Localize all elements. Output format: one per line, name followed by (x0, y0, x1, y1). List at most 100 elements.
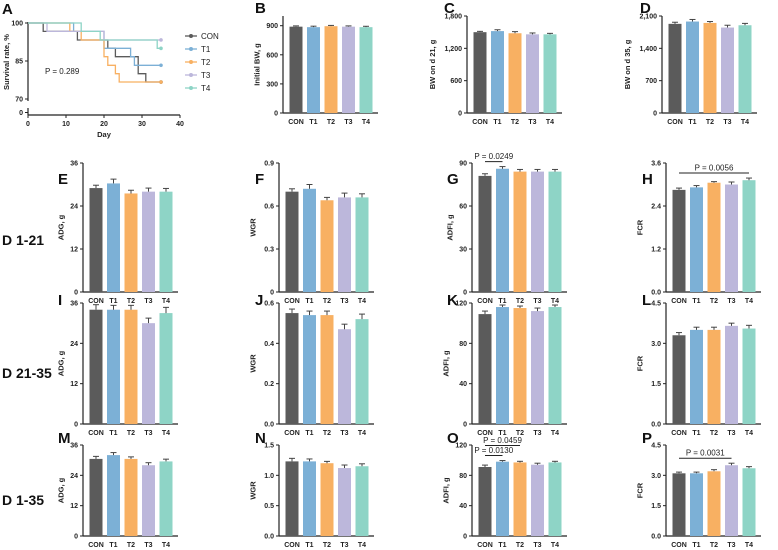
panel-F: F 0 0.3 0.6 0.9 WGR CON T1 T2 T3 T4 (248, 161, 374, 305)
y-tick-label: 3.0 (651, 473, 661, 480)
y-tick-label: 1,800 (444, 14, 462, 21)
bar-t1 (303, 461, 316, 536)
y-tick-label: 0.4 (264, 341, 274, 348)
x-tick-label: T3 (340, 430, 348, 437)
y-tick-label: 0.0 (264, 422, 274, 429)
x-tick-label: T4 (551, 298, 559, 305)
bar-t3 (531, 464, 544, 536)
y-tick-label: 0 (463, 534, 467, 541)
bar-t2 (320, 200, 334, 292)
x-tick-label: T4 (162, 430, 170, 437)
bar-t1 (496, 168, 509, 292)
bar-t4 (742, 180, 756, 292)
y-tick-label: 0 (463, 290, 467, 297)
x-tick-label: T1 (498, 298, 506, 305)
x-tick-label: T3 (723, 119, 731, 126)
bar-t4 (159, 461, 173, 536)
y-tick-label: 4.5 (651, 443, 661, 450)
y-tick-label: 600 (266, 52, 278, 59)
p-value-label: P = 0.289 (45, 67, 80, 76)
x-tick-label: T3 (533, 430, 541, 437)
y-tick-label: 85 (15, 59, 23, 66)
legend-marker (189, 73, 193, 77)
y-axis-label: BW on d 35, g (623, 39, 632, 89)
y-axis-label: ADFI, g (446, 214, 455, 241)
row-label-d1-21: D 1-21 (2, 232, 44, 248)
bar-t1 (307, 27, 320, 114)
y-tick-label: 900 (266, 23, 278, 30)
x-tick-label: CON (671, 430, 687, 437)
panel-A: A 0 70 85 100 0 10 20 30 40 Day Survival rate, % P =… (2, 1, 219, 139)
x-tick-label: CON (477, 542, 493, 549)
x-tick-label: T2 (323, 542, 331, 549)
x-tick-label: T2 (710, 298, 718, 305)
panel-M: M 0 12 24 36 ADG, g CON T1 T2 T3 T4 (57, 430, 178, 549)
legend-marker (189, 86, 193, 90)
x-tick-label: CON (284, 430, 300, 437)
x-tick-label: T1 (498, 542, 506, 549)
bar-t3 (725, 184, 738, 292)
x-tick-label: T4 (551, 542, 559, 549)
censor-marker (159, 80, 163, 84)
x-tick-label: T4 (745, 430, 753, 437)
bar-t3 (342, 26, 355, 114)
survival-line-t4 (28, 22, 161, 49)
bar-t2 (320, 315, 334, 424)
x-tick-label: T1 (692, 430, 700, 437)
bar-t2 (513, 171, 527, 292)
legend-marker (189, 60, 193, 64)
y-tick-label: 1.5 (651, 503, 661, 510)
x-tick-label: T3 (144, 298, 152, 305)
x-tick-label: T1 (109, 430, 117, 437)
x-tick-label: CON (284, 542, 300, 549)
legend-label: T3 (201, 71, 211, 80)
bar-t4 (355, 319, 369, 424)
panel-C: C 0 600 1,200 1,800 BW on d 21, g CON T1 T2 T3 T4 (428, 0, 562, 126)
bar-t3 (725, 465, 738, 536)
x-tick-label: T3 (144, 430, 152, 437)
y-tick-label: 12 (70, 503, 78, 510)
y-axis-label: WGR (248, 481, 257, 500)
y-axis-label: WGR (248, 218, 257, 237)
bar-t1 (107, 183, 120, 292)
p-value-label: P = 0.0056 (695, 164, 734, 173)
panel-letter: H (642, 171, 653, 188)
panel-letter: E (58, 171, 68, 188)
bar-t1 (496, 307, 509, 424)
x-tick-label: CON (477, 430, 493, 437)
p-value-label: P = 0.0249 (474, 152, 513, 161)
bar-t3 (142, 191, 155, 292)
panel-letter: N (255, 430, 266, 447)
bar-con (285, 313, 299, 424)
x-tick-label: 10 (62, 121, 70, 128)
y-tick-label: 2.4 (651, 204, 661, 211)
x-tick-label: T4 (741, 119, 749, 126)
bar-t3 (142, 323, 155, 424)
x-tick-label: T3 (344, 119, 352, 126)
panel-G: G 0 30 60 90 ADFI, g CON T1 T2 T3 T4 P = 0.0249 (446, 152, 567, 305)
bar-t2 (324, 26, 338, 114)
bar-t3 (725, 325, 738, 424)
x-tick-label: T1 (305, 298, 313, 305)
x-tick-label: T4 (745, 542, 753, 549)
x-tick-label: T1 (309, 119, 317, 126)
bar-t4 (548, 171, 562, 292)
bar-con (672, 473, 686, 536)
x-tick-label: T1 (498, 430, 506, 437)
y-tick-label: 4.5 (651, 301, 661, 308)
y-axis-label: ADFI, g (441, 350, 450, 377)
y-tick-label: 24 (70, 204, 78, 211)
bar-t2 (513, 308, 527, 424)
bar-con (478, 466, 492, 536)
bar-con (89, 458, 103, 536)
bar-t1 (690, 473, 703, 536)
x-tick-label: T3 (144, 542, 152, 549)
bar-t3 (338, 329, 351, 424)
bar-con (478, 175, 492, 292)
y-tick-label: 36 (70, 161, 78, 168)
x-tick-label: CON (284, 298, 300, 305)
x-tick-label: T2 (516, 430, 524, 437)
x-tick-label: CON (88, 542, 104, 549)
y-tick-label: 24 (70, 341, 78, 348)
